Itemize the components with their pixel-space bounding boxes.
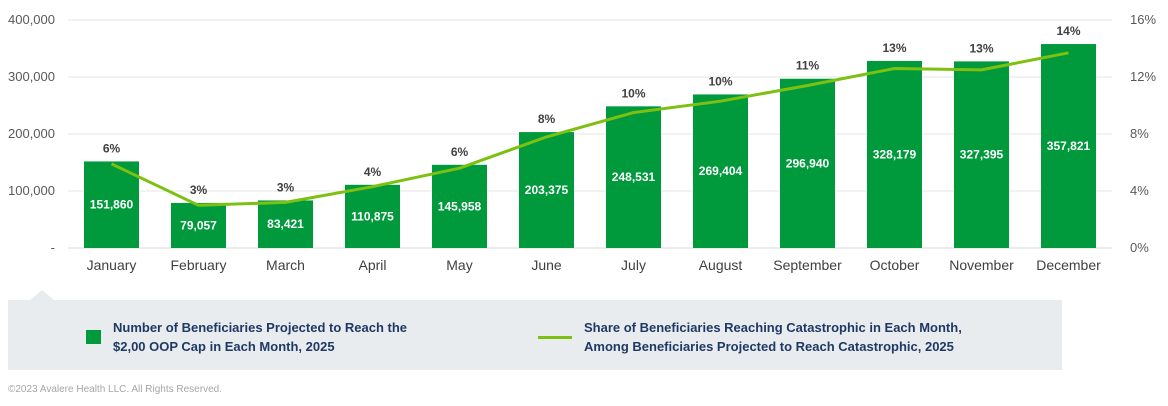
x-tick-label: October: [870, 257, 920, 273]
bar: [954, 61, 1009, 248]
y-right-tick-label: 12%: [1130, 69, 1156, 84]
combo-chart: - 100,000 200,000 300,000 400,000 0% 4% 8% 12% 1…: [8, 12, 1156, 273]
y-right-tick-label: 8%: [1130, 126, 1149, 141]
x-tick-label: September: [773, 257, 842, 273]
share-value-label: 4%: [364, 165, 382, 179]
share-value-label: 6%: [103, 141, 121, 155]
bar-value-label: 203,375: [525, 183, 569, 197]
bar-value-label: 145,958: [438, 199, 482, 213]
legend-label-bars: Number of Beneficiaries Projected to Rea…: [113, 320, 408, 354]
bar-value-label: 357,821: [1047, 139, 1091, 153]
x-tick-label: November: [949, 257, 1014, 273]
bar: [693, 94, 748, 248]
bar-value-label: 328,179: [873, 147, 917, 161]
legend-label-line: Share of Beneficiaries Reaching Catastro…: [584, 320, 962, 354]
bar-value-label: 248,531: [612, 170, 656, 184]
bar: [171, 202, 226, 248]
bar-value-label: 110,875: [351, 209, 394, 223]
legend-item-bars: Number of Beneficiaries Projected to Rea…: [86, 318, 407, 356]
legend-item-line: Share of Beneficiaries Reaching Catastro…: [538, 318, 962, 356]
y-right-tick-label: 0%: [1130, 240, 1149, 255]
y-left-tick-label: 100,000: [8, 183, 55, 198]
x-tick-label: February: [170, 257, 226, 273]
share-value-label: 10%: [621, 86, 645, 100]
bar-value-label: 151,860: [90, 198, 134, 212]
bar: [432, 164, 487, 248]
y-left-tick-label: 200,000: [8, 126, 55, 141]
bar-value-label: 296,940: [786, 156, 830, 170]
x-tick-label: December: [1036, 257, 1101, 273]
legend: Number of Beneficiaries Projected to Rea…: [8, 300, 1062, 370]
bar-value-label: 83,421: [267, 217, 304, 231]
bar: [780, 78, 835, 248]
bar-value-label: 269,404: [699, 164, 743, 178]
legend-swatch-bars: [86, 330, 101, 344]
bar: [345, 184, 400, 248]
x-tick-label: April: [358, 257, 386, 273]
bar: [1041, 44, 1096, 249]
legend-swatch-line: [538, 335, 572, 339]
bar: [258, 200, 313, 248]
y-left-tick-label: -: [51, 240, 55, 255]
share-value-label: 3%: [190, 183, 208, 197]
x-tick-label: July: [621, 257, 646, 273]
share-value-label: 13%: [969, 41, 993, 55]
x-tick-label: August: [699, 257, 743, 273]
y-right-tick-label: 4%: [1130, 183, 1149, 198]
share-value-label: 6%: [451, 145, 469, 159]
y-left-tick-label: 400,000: [8, 12, 55, 27]
share-value-label: 11%: [796, 59, 820, 73]
x-tick-label: March: [266, 257, 305, 273]
y-left-tick-label: 300,000: [8, 69, 55, 84]
legend-pointer: [30, 290, 54, 300]
share-value-label: 14%: [1056, 24, 1080, 38]
bar: [519, 132, 574, 248]
bar-value-label: 327,395: [960, 148, 1004, 162]
x-tick-label: January: [87, 257, 137, 273]
bar: [606, 106, 661, 248]
bar: [867, 60, 922, 248]
bar-value-label: 79,057: [180, 218, 217, 232]
share-value-label: 13%: [882, 41, 906, 55]
share-value-label: 8%: [538, 112, 556, 126]
share-value-label: 10%: [708, 74, 732, 88]
bar: [84, 161, 139, 248]
x-tick-label: June: [531, 257, 562, 273]
y-right-tick-label: 16%: [1130, 12, 1156, 27]
share-value-label: 3%: [277, 180, 295, 194]
share-line: [110, 51, 1069, 207]
copyright-text: ©2023 Avalere Health LLC. All Rights Res…: [8, 384, 222, 395]
x-tick-label: May: [446, 257, 472, 273]
